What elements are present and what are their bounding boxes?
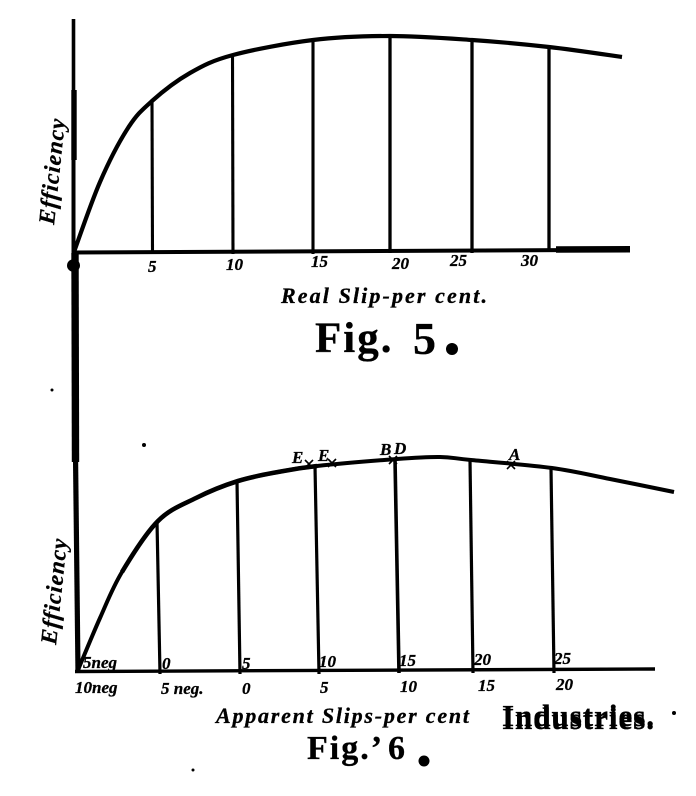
svg-text:20: 20 <box>555 675 574 694</box>
svg-text:10: 10 <box>400 677 418 696</box>
svg-text:6: 6 <box>388 730 405 767</box>
svg-text:10neg: 10neg <box>75 678 118 697</box>
svg-text:Real Slip-per cent.: Real Slip-per cent. <box>280 283 487 308</box>
svg-text:5neg: 5neg <box>83 653 118 672</box>
svg-text:30: 30 <box>520 251 539 270</box>
svg-text:0: 0 <box>162 654 171 673</box>
svg-text:5: 5 <box>320 678 329 697</box>
svg-text:0: 0 <box>242 679 251 698</box>
svg-text:Fig.’: Fig.’ <box>307 730 384 767</box>
svg-text:20: 20 <box>473 650 492 669</box>
svg-text:5: 5 <box>242 654 251 673</box>
svg-text:Fig.: Fig. <box>315 315 393 362</box>
svg-text:15: 15 <box>311 252 329 271</box>
svg-text:20: 20 <box>391 254 410 273</box>
svg-text:B: B <box>379 440 391 459</box>
svg-text:E: E <box>317 446 329 465</box>
svg-text:E: E <box>291 448 303 467</box>
svg-text:5: 5 <box>413 313 436 364</box>
svg-text:25: 25 <box>449 251 468 270</box>
svg-text:D: D <box>393 439 406 458</box>
svg-text:10: 10 <box>226 255 244 274</box>
svg-text:Industries.: Industries. <box>502 698 654 733</box>
svg-text:15: 15 <box>399 651 417 670</box>
svg-text:A: A <box>508 445 520 464</box>
svg-text:Apparent Slips-per cent: Apparent Slips-per cent <box>214 703 470 728</box>
svg-text:Industries.: Industries. <box>502 701 654 736</box>
svg-text:15: 15 <box>478 676 496 695</box>
svg-text:5: 5 <box>148 257 157 276</box>
svg-text:10: 10 <box>319 652 337 671</box>
svg-text:Efficiency: Efficiency <box>36 537 72 647</box>
svg-text:25: 25 <box>553 649 572 668</box>
svg-text:5 neg.: 5 neg. <box>161 679 204 698</box>
